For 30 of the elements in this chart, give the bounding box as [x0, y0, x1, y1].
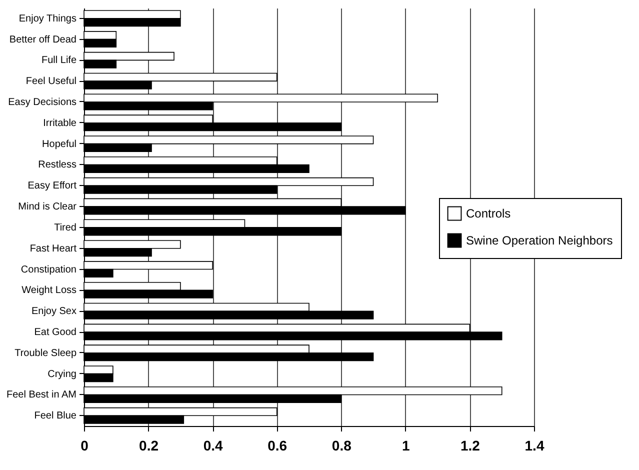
x-tick-label: 1.2	[460, 438, 480, 454]
y-tick-label: Easy Effort	[28, 180, 77, 192]
x-tick-label: 0	[80, 438, 89, 454]
y-tick-label: Enjoy Things	[18, 13, 76, 24]
y-tick-label: Enjoy Sex	[31, 306, 76, 318]
y-tick-label: Weight Loss	[22, 285, 76, 296]
y-tick-label: Trouble Sleep	[14, 348, 77, 359]
y-tick-label: Better off Dead	[9, 34, 76, 46]
x-tick-label: 0.2	[139, 438, 159, 454]
legend-label: Controls	[466, 206, 511, 220]
y-tick-label: Feel Best in AM	[6, 390, 76, 401]
y-tick-label: Tired	[54, 222, 76, 234]
y-tick-label: Irritable	[43, 118, 77, 129]
y-tick-label: Fast Heart	[30, 243, 77, 254]
y-tick-label: Crying	[48, 368, 76, 380]
x-tick-label: 1.4	[524, 438, 544, 454]
y-tick-label: Feel Useful	[26, 76, 76, 88]
x-tick-label: 0.6	[268, 438, 288, 454]
legend-label: Swine Operation Neighbors	[466, 234, 613, 248]
y-tick-label: Feel Blue	[34, 410, 77, 422]
y-tick-label: Mind is Clear	[18, 202, 78, 213]
y-tick-label: Constipation	[20, 264, 76, 276]
y-tick-label: Restless	[38, 160, 76, 171]
y-tick-label: Hopeful	[42, 138, 76, 150]
y-tick-label: Full Life	[41, 55, 77, 66]
y-tick-label: Easy Decisions	[8, 96, 76, 108]
x-tick-label: 0.4	[203, 438, 224, 454]
x-tick-label: 1	[402, 438, 410, 454]
x-tick-label: 0.8	[332, 438, 352, 454]
y-tick-label: Eat Good	[34, 327, 76, 338]
